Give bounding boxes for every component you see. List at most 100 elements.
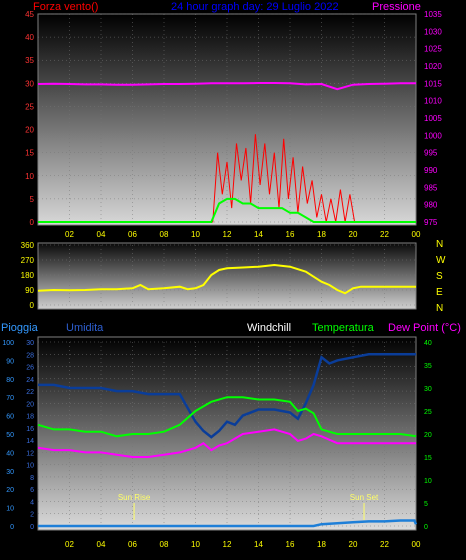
- humidity-tick-label: 2: [30, 512, 34, 519]
- time-tick-label: 02: [65, 230, 74, 239]
- time-tick-label: 18: [317, 540, 326, 549]
- wind-average-line: [38, 197, 416, 223]
- compass-label: N: [436, 303, 443, 314]
- pressure-tick-label: 1010: [424, 97, 442, 106]
- humidity-tick-label: 8: [30, 475, 34, 482]
- wind-tick-label: 40: [25, 33, 34, 42]
- rain-tick-label: 20: [6, 487, 14, 494]
- pressure-axis-label: Pressione: [372, 1, 421, 13]
- time-tick-label: 00: [412, 540, 421, 549]
- time-tick-label: 18: [317, 230, 326, 239]
- humidity-tick-label: 26: [26, 365, 34, 372]
- temperature-line: [37, 396, 417, 438]
- humidity-tick-label: 28: [26, 352, 34, 359]
- time-tick-label: 06: [128, 540, 137, 549]
- dewpoint-label: Dew Point (°C): [388, 322, 461, 334]
- wind-pressure-plot-area: [37, 13, 417, 226]
- rain-line: [38, 519, 418, 528]
- rain-tick-label: 10: [6, 506, 14, 513]
- humidity-tick-label: 12: [26, 450, 34, 457]
- humidity-tick-label: 20: [26, 401, 34, 408]
- rain-tick-label: 30: [6, 469, 14, 476]
- temperature-tick-label: 25: [424, 409, 432, 416]
- rain-tick-label: 90: [6, 358, 14, 365]
- temp-humidity-axis-ticks: 1009080706050403020100302826242220181614…: [2, 340, 432, 531]
- humidity-tick-label: 0: [30, 524, 34, 531]
- direction-tick-label: 90: [25, 286, 34, 295]
- humidity-tick-label: 30: [26, 340, 34, 347]
- rain-label: Pioggia: [1, 322, 39, 334]
- wind-tick-label: 45: [25, 10, 34, 19]
- temperature-tick-label: 35: [424, 363, 432, 370]
- compass-label: W: [436, 255, 446, 266]
- time-tick-label: 10: [191, 230, 200, 239]
- time-tick-label: 04: [97, 540, 106, 549]
- wind-tick-label: 0: [30, 218, 35, 227]
- wind-tick-label: 20: [25, 126, 34, 135]
- time-tick-label: 12: [223, 540, 232, 549]
- humidity-tick-label: 10: [26, 463, 34, 470]
- compass-label: N: [436, 239, 443, 250]
- temperature-tick-label: 5: [424, 501, 428, 508]
- pressure-tick-label: 990: [424, 166, 438, 175]
- wind-pressure-series: [37, 82, 416, 223]
- humidity-label: Umidita: [66, 322, 104, 334]
- direction-axis-ticks: 360 270 180 90 0: [21, 241, 35, 310]
- wind-tick-label: 10: [25, 172, 34, 181]
- wind-tick-label: 15: [25, 149, 34, 158]
- humidity-tick-label: 4: [30, 499, 34, 506]
- time-tick-label: 12: [223, 230, 232, 239]
- pressure-tick-label: 1015: [424, 79, 442, 88]
- time-tick-label: 20: [349, 540, 358, 549]
- pressure-tick-label: 1005: [424, 114, 442, 123]
- time-tick-label: 10: [191, 540, 200, 549]
- time-tick-label: 20: [349, 230, 358, 239]
- time-tick-label: 22: [380, 230, 389, 239]
- humidity-tick-label: 24: [26, 377, 34, 384]
- direction-tick-label: 0: [30, 301, 35, 310]
- rain-tick-label: 60: [6, 414, 14, 421]
- pressure-tick-label: 1030: [424, 27, 442, 36]
- sun-annotation-label: Sun Set: [350, 493, 379, 502]
- time-tick-label: 00: [412, 230, 421, 239]
- direction-series: [37, 263, 416, 295]
- pressure-tick-label: 980: [424, 201, 438, 210]
- temp-humidity-series: [37, 353, 418, 528]
- temperature-tick-label: 10: [424, 478, 432, 485]
- compass-label: E: [436, 287, 443, 298]
- rain-tick-label: 70: [6, 395, 14, 402]
- time-tick-label: 08: [160, 230, 169, 239]
- time-tick-label: 22: [380, 540, 389, 549]
- pressure-axis-ticks: 1035 1030 1025 1020 1015 1010 1005 1000 995 990 98…: [424, 10, 442, 227]
- time-tick-label: 02: [65, 540, 74, 549]
- time-tick-label: 14: [254, 230, 263, 239]
- sun-annotations: Sun Rise Sun Set: [118, 493, 379, 520]
- humidity-tick-label: 14: [26, 438, 34, 445]
- wind-gust-line: [38, 134, 416, 223]
- time-axis-ticks-top: 02 04 06 08 10 12 14 16 18 20 22 00: [65, 230, 421, 239]
- humidity-tick-label: 6: [30, 487, 34, 494]
- temperature-tick-label: 0: [424, 524, 428, 531]
- rain-tick-label: 40: [6, 450, 14, 457]
- time-tick-label: 04: [97, 230, 106, 239]
- pressure-tick-label: 1000: [424, 131, 442, 140]
- wind-tick-label: 30: [25, 79, 34, 88]
- rain-tick-label: 0: [10, 524, 14, 531]
- wind-tick-label: 25: [25, 102, 34, 111]
- direction-tick-label: 270: [21, 256, 35, 265]
- humidity-line: [38, 353, 416, 439]
- wind-pressure-grid: [38, 13, 416, 223]
- sun-annotation-label: Sun Rise: [118, 493, 151, 502]
- temperature-tick-label: 40: [424, 340, 432, 347]
- direction-tick-label: 360: [21, 241, 35, 250]
- chart-title: 24 hour graph day: 29 Luglio 2022: [171, 1, 339, 13]
- temperature-label: Temperatura: [312, 322, 375, 334]
- wind-direction-line: [37, 263, 416, 295]
- humidity-tick-label: 16: [26, 426, 34, 433]
- pressure-tick-label: 985: [424, 183, 438, 192]
- humidity-tick-label: 18: [26, 414, 34, 421]
- rain-tick-label: 100: [2, 340, 14, 347]
- windchill-label: Windchill: [247, 322, 291, 334]
